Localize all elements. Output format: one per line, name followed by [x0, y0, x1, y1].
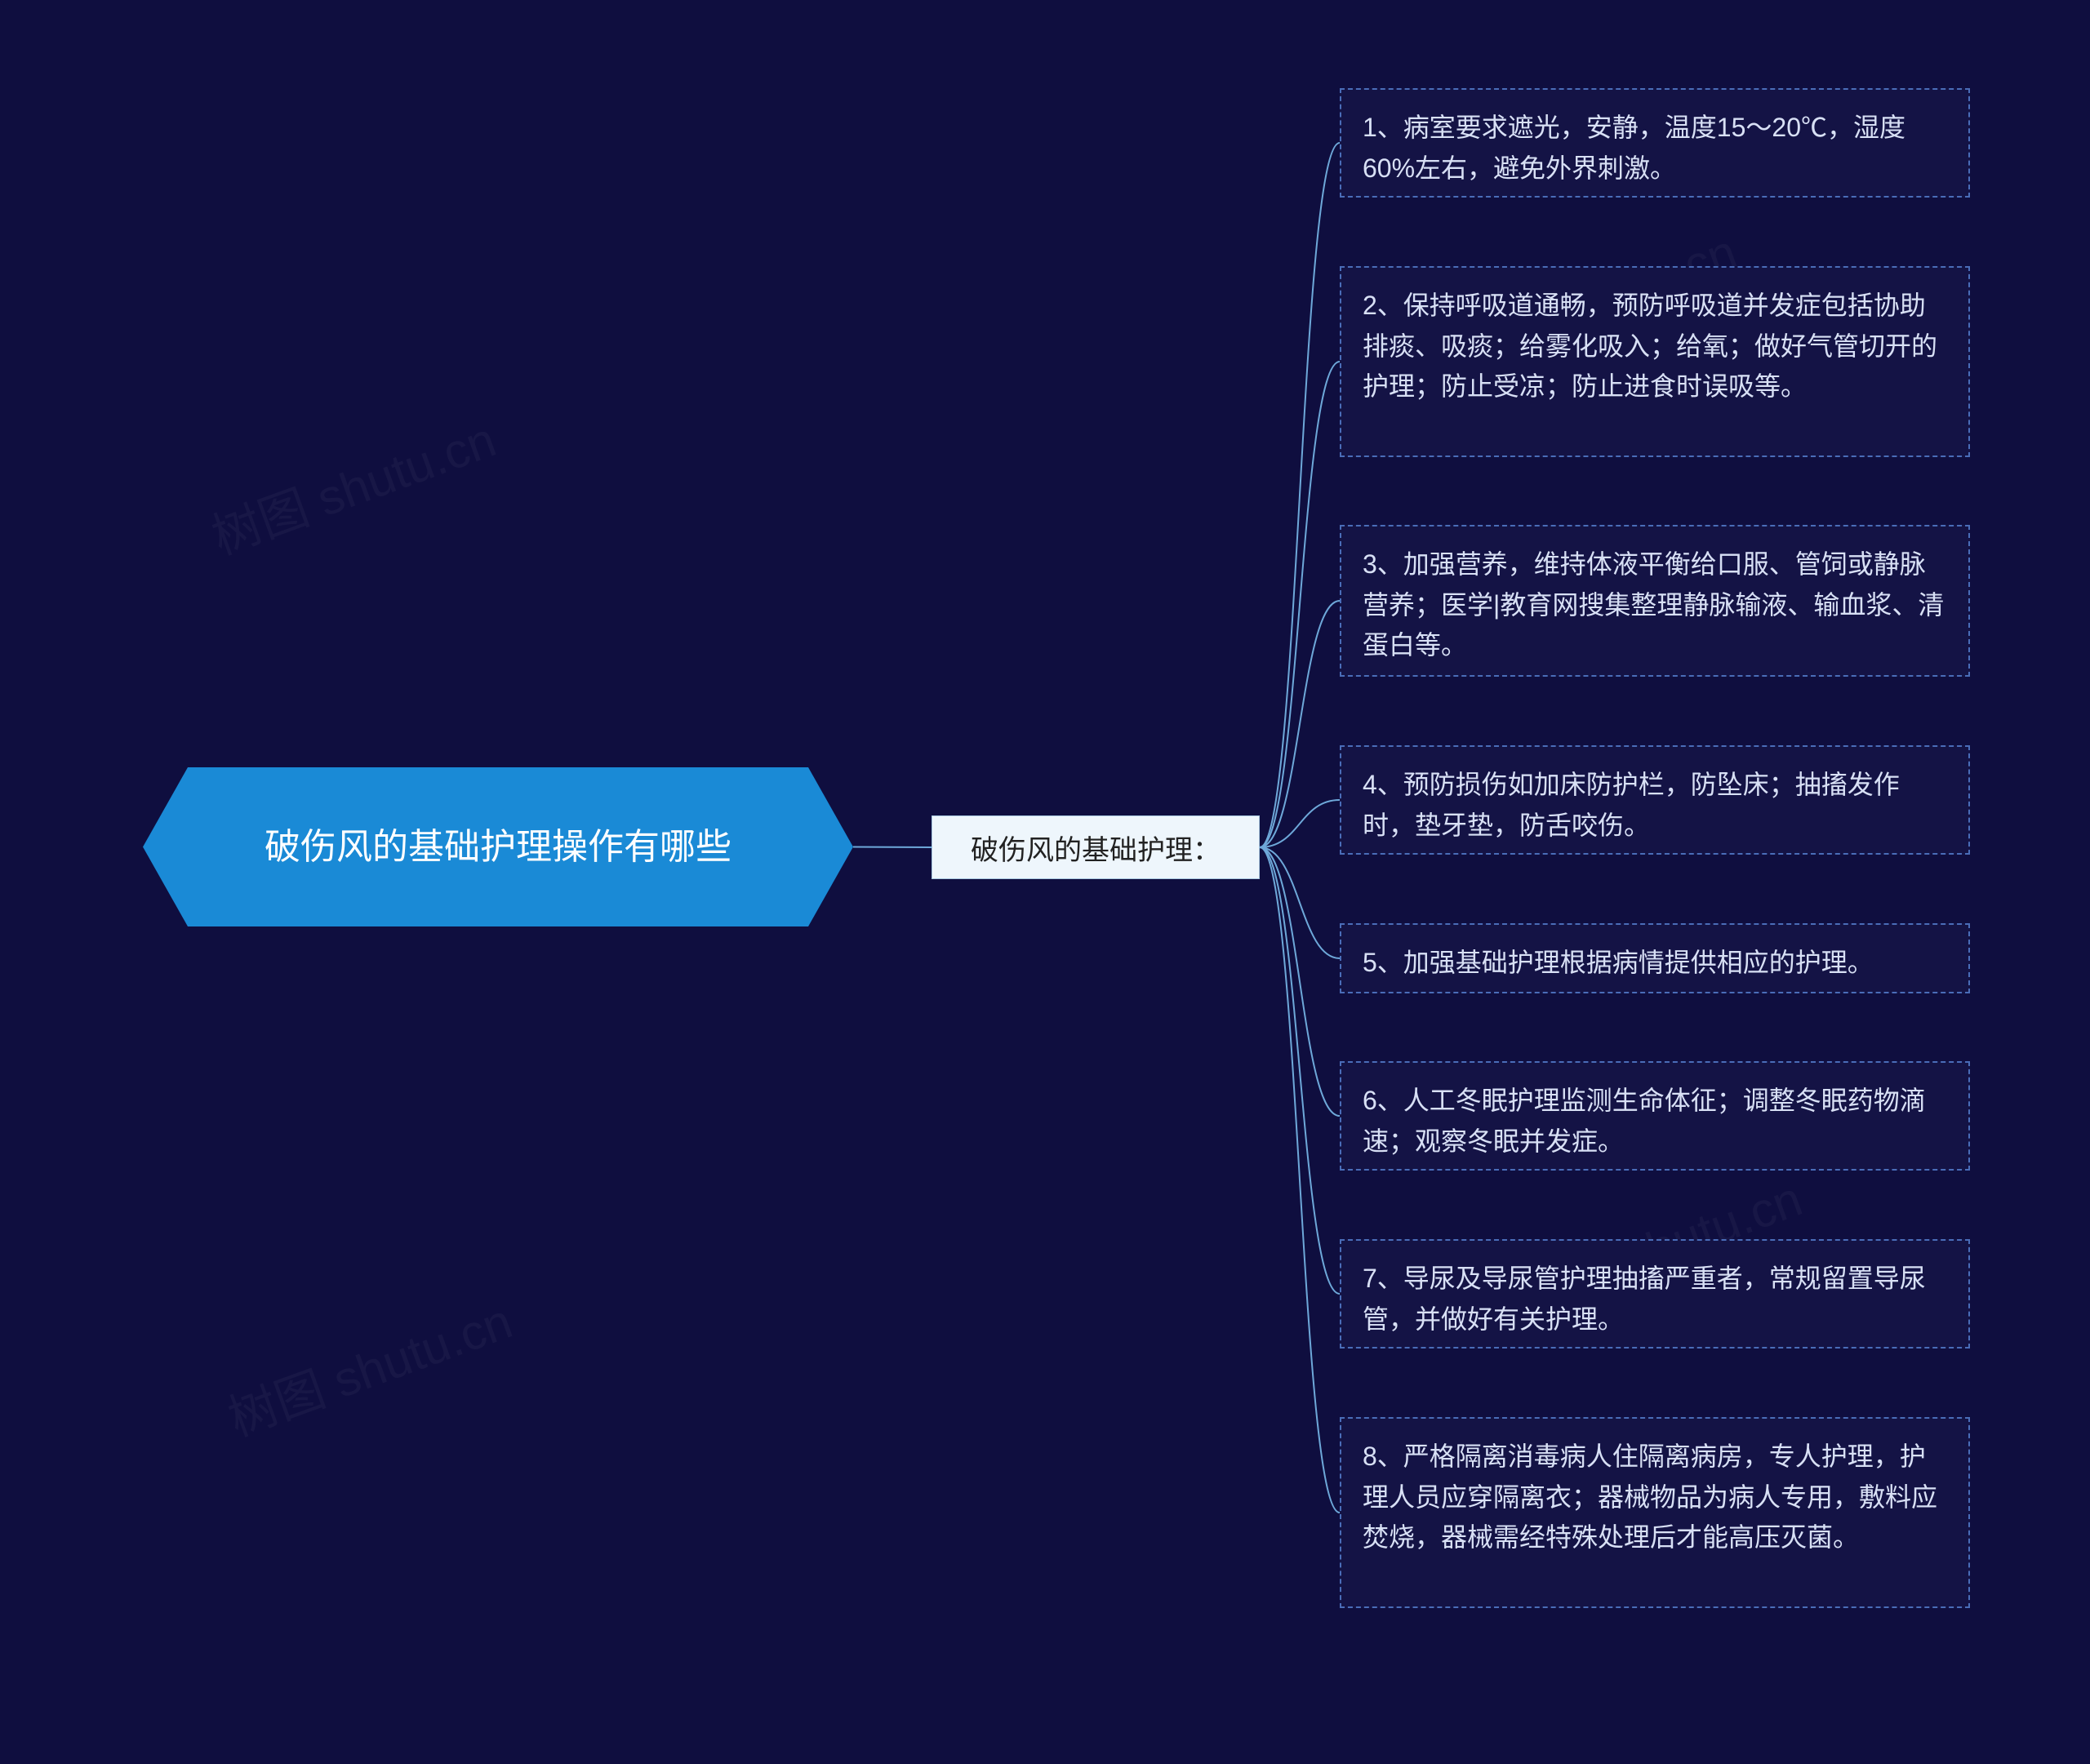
watermark: 树图 shutu.cn [217, 1282, 520, 1450]
leaf-node-label: 8、严格隔离消毒病人住隔离病房，专人护理，护理人员应穿隔离衣；器械物品为病人专用… [1363, 1442, 1937, 1552]
sub-node[interactable]: 破伤风的基础护理： [932, 815, 1260, 879]
root-node[interactable]: 破伤风的基础护理操作有哪些 [143, 767, 853, 926]
leaf-node[interactable]: 3、加强营养，维持体液平衡给口服、管饲或静脉营养；医学|教育网搜集整理静脉输液、… [1340, 525, 1970, 677]
leaf-node[interactable]: 1、病室要求遮光，安静，温度15～20℃，湿度60%左右，避免外界刺激。 [1340, 88, 1970, 198]
leaf-node[interactable]: 2、保持呼吸道通畅，预防呼吸道并发症包括协助排痰、吸痰；给雾化吸入；给氧；做好气… [1340, 266, 1970, 457]
leaf-node[interactable]: 4、预防损伤如加床防护栏，防坠床；抽搐发作时，垫牙垫，防舌咬伤。 [1340, 745, 1970, 855]
leaf-node[interactable]: 8、严格隔离消毒病人住隔离病房，专人护理，护理人员应穿隔离衣；器械物品为病人专用… [1340, 1417, 1970, 1608]
root-node-label: 破伤风的基础护理操作有哪些 [265, 820, 732, 874]
leaf-node-label: 7、导尿及导尿管护理抽搐严重者，常规留置导尿管，并做好有关护理。 [1363, 1264, 1926, 1334]
leaf-node-label: 2、保持呼吸道通畅，预防呼吸道并发症包括协助排痰、吸痰；给雾化吸入；给氧；做好气… [1363, 291, 1937, 401]
leaf-node-label: 6、人工冬眠护理监测生命体征；调整冬眠药物滴速；观察冬眠并发症。 [1363, 1086, 1926, 1156]
leaf-node-label: 5、加强基础护理根据病情提供相应的护理。 [1363, 948, 1874, 977]
leaf-node[interactable]: 6、人工冬眠护理监测生命体征；调整冬眠药物滴速；观察冬眠并发症。 [1340, 1061, 1970, 1171]
leaf-node-label: 3、加强营养，维持体液平衡给口服、管饲或静脉营养；医学|教育网搜集整理静脉输液、… [1363, 549, 1944, 660]
leaf-node-label: 1、病室要求遮光，安静，温度15～20℃，湿度60%左右，避免外界刺激。 [1363, 113, 1905, 183]
leaf-node-label: 4、预防损伤如加床防护栏，防坠床；抽搐发作时，垫牙垫，防舌咬伤。 [1363, 770, 1900, 840]
sub-node-label: 破伤风的基础护理： [971, 828, 1221, 868]
leaf-node[interactable]: 7、导尿及导尿管护理抽搐严重者，常规留置导尿管，并做好有关护理。 [1340, 1239, 1970, 1349]
leaf-node[interactable]: 5、加强基础护理根据病情提供相应的护理。 [1340, 923, 1970, 993]
watermark: 树图 shutu.cn [201, 400, 504, 568]
mindmap-canvas: 破伤风的基础护理操作有哪些 破伤风的基础护理： 树图 shutu.cn 树图 sh… [0, 0, 2090, 1764]
